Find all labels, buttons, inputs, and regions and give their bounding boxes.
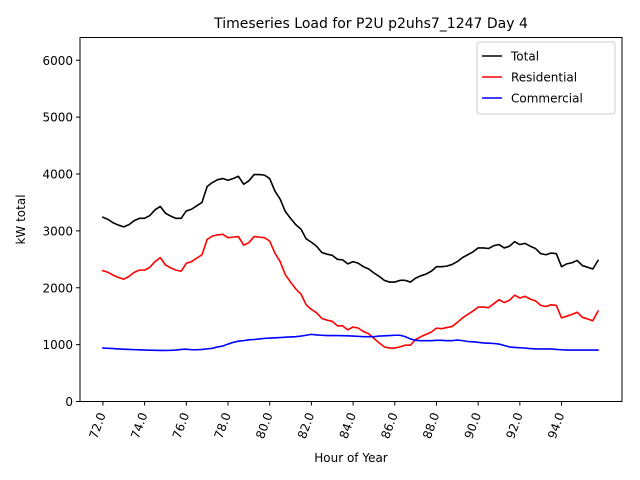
series-line-commercial [102, 333, 599, 352]
legend: Total Residential Commercial [476, 41, 616, 115]
axes-frame [79, 37, 623, 402]
legend-items: Total Residential Commercial [482, 50, 583, 106]
y-axis-label: kW total [14, 194, 28, 244]
chart-title: Timeseries Load for P2U p2uhs7_1247 Day … [213, 16, 528, 32]
y-tick-label: 6000 [42, 54, 73, 68]
y-tick-label: 3000 [42, 224, 73, 238]
y-tick-label: 5000 [42, 111, 73, 125]
y-tick-label: 1000 [42, 338, 73, 352]
legend-box [476, 41, 616, 115]
y-tick-label: 2000 [42, 281, 73, 295]
y-axis-ticks: 0 1000 2000 3000 4000 5000 6000 [42, 54, 80, 409]
y-tick-label: 4000 [42, 168, 73, 182]
x-axis-label: Hour of Year [314, 451, 388, 465]
series-lines [101, 173, 600, 352]
legend-label-commercial: Commercial [511, 92, 583, 106]
y-tick-label: 0 [65, 395, 73, 409]
legend-label-residential: Residential [511, 71, 577, 85]
series-line-total [101, 173, 600, 283]
legend-label-total: Total [510, 50, 539, 64]
series-line-residential [101, 233, 600, 349]
